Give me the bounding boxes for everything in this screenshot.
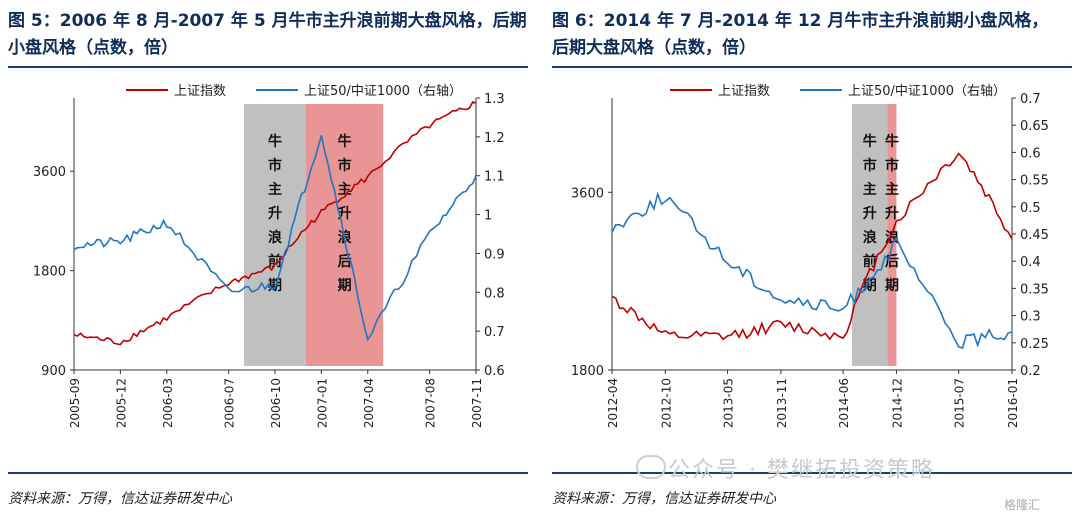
band-late-label: 升 (885, 205, 899, 222)
x-tick-label: 2006-10 (269, 378, 283, 428)
x-tick-label: 2014-06 (837, 378, 851, 428)
band-early-label: 牛 (268, 133, 282, 150)
x-tick-label: 2012-10 (659, 378, 673, 428)
left-tick-label: 3600 (33, 165, 66, 180)
right-tick-label: 0.5 (1020, 201, 1041, 216)
band-late-label: 后 (338, 253, 352, 270)
band-late-label: 牛 (885, 133, 899, 150)
chart-panel-1: 图 5：2006 年 8 月-2007 年 5 月牛市主升浪前期大盘风格，后期 … (8, 0, 528, 520)
legend-label-ratio: 上证50/中证1000（右轴） (848, 84, 1006, 99)
x-tick-label: 2007-08 (424, 378, 438, 428)
band-late-label: 主 (338, 181, 352, 198)
bottom-rule (8, 472, 528, 474)
legend-label-index: 上证指数 (718, 84, 770, 99)
right-tick-label: 1.1 (484, 170, 505, 185)
series-ratio-line (73, 135, 477, 342)
x-tick-label: 2012-04 (606, 378, 620, 428)
right-tick-label: 0.6 (1020, 146, 1041, 161)
watermark: 公众号 · 樊继拓投资策略 (668, 458, 935, 483)
band-late-label: 后 (885, 253, 899, 270)
right-tick-label: 0.55 (1020, 174, 1049, 189)
band-early-label: 市 (863, 157, 877, 174)
band-early-label: 主 (268, 181, 282, 198)
band-late-label: 市 (338, 157, 352, 174)
chart-panel-2: 图 6：2014 年 7 月-2014 年 12 月牛市主升浪前期小盘风格， 后… (552, 0, 1072, 520)
right-tick-label: 0.8 (484, 286, 505, 301)
right-tick-label: 0.7 (1020, 92, 1041, 107)
band-early-label: 前 (268, 253, 282, 270)
x-tick-label: 2005-09 (68, 378, 82, 428)
right-tick-label: 1.2 (484, 131, 505, 146)
band-late-label: 牛 (338, 133, 352, 150)
right-tick-label: 0.65 (1020, 119, 1049, 134)
chart-2-title: 图 6：2014 年 7 月-2014 年 12 月牛市主升浪前期小盘风格， 后… (552, 11, 1049, 58)
right-tick-label: 0.6 (484, 364, 505, 379)
series-index-line (611, 152, 1013, 341)
right-tick-label: 0.2 (1020, 364, 1041, 379)
x-tick-label: 2015-07 (953, 378, 967, 428)
left-tick-label: 900 (41, 364, 66, 379)
chart-1-plot: 牛市主升浪前期牛市主升浪后期360018009001.31.21.110.90.… (33, 84, 505, 428)
top-rule (552, 66, 1072, 68)
x-tick-label: 2007-11 (470, 378, 484, 428)
legend-label-index: 上证指数 (174, 84, 226, 99)
band-early-label: 前 (863, 253, 877, 270)
band-late-label: 主 (885, 181, 899, 198)
top-rule (8, 66, 528, 68)
bottom-rule (552, 472, 1072, 474)
right-tick-label: 0.9 (484, 247, 505, 262)
right-tick-label: 0.35 (1020, 282, 1049, 297)
legend-label-ratio: 上证50/中证1000（右轴） (304, 84, 462, 99)
chart-2-source: 资料来源：万得，信达证券研发中心 (552, 491, 776, 507)
x-tick-label: 2013-05 (722, 378, 736, 428)
band-late-label: 期 (885, 278, 899, 294)
band-early (852, 104, 888, 366)
right-tick-label: 0.25 (1020, 337, 1049, 352)
right-tick-label: 1 (484, 209, 492, 224)
x-tick-label: 2006-03 (161, 378, 175, 428)
band-late-label: 市 (885, 157, 899, 174)
series-ratio-line (611, 191, 1013, 350)
band-early-label: 市 (268, 157, 282, 174)
corner-mark: 格隆汇 (1004, 498, 1041, 512)
right-tick-label: 0.45 (1020, 228, 1049, 243)
left-tick-label: 1800 (33, 265, 66, 280)
x-tick-label: 2013-11 (775, 378, 789, 428)
x-tick-label: 2016-01 (1006, 378, 1020, 428)
chart-2-plot: 牛市主升浪前期牛市主升浪后期360018000.70.650.60.550.50… (571, 84, 1049, 428)
right-tick-label: 0.4 (1020, 255, 1041, 270)
band-late-label: 期 (338, 278, 352, 294)
band-early-label: 浪 (268, 229, 282, 246)
x-tick-label: 2014-12 (890, 378, 904, 428)
band-early-label: 升 (268, 205, 282, 222)
x-tick-label: 2006-07 (223, 378, 237, 428)
band-early-label: 牛 (863, 133, 877, 150)
x-tick-label: 2005-12 (114, 378, 128, 428)
right-tick-label: 0.3 (1020, 310, 1041, 325)
chart-1-title: 图 5：2006 年 8 月-2007 年 5 月牛市主升浪前期大盘风格，后期 … (8, 11, 527, 58)
left-tick-label: 1800 (571, 364, 604, 379)
chart-1-source: 资料来源：万得，信达证券研发中心 (8, 491, 232, 507)
right-tick-label: 0.7 (484, 325, 505, 340)
x-tick-label: 2007-04 (362, 378, 376, 428)
wechat-icon (636, 455, 666, 479)
series-index-line (73, 101, 477, 346)
band-early-label: 期 (863, 278, 877, 294)
band-early-label: 主 (863, 181, 877, 198)
band-early (244, 104, 306, 366)
right-tick-label: 1.3 (484, 92, 505, 107)
band-early-label: 升 (863, 205, 877, 222)
band-early-label: 浪 (863, 229, 877, 246)
x-tick-label: 2007-01 (315, 378, 329, 428)
left-tick-label: 3600 (571, 186, 604, 201)
